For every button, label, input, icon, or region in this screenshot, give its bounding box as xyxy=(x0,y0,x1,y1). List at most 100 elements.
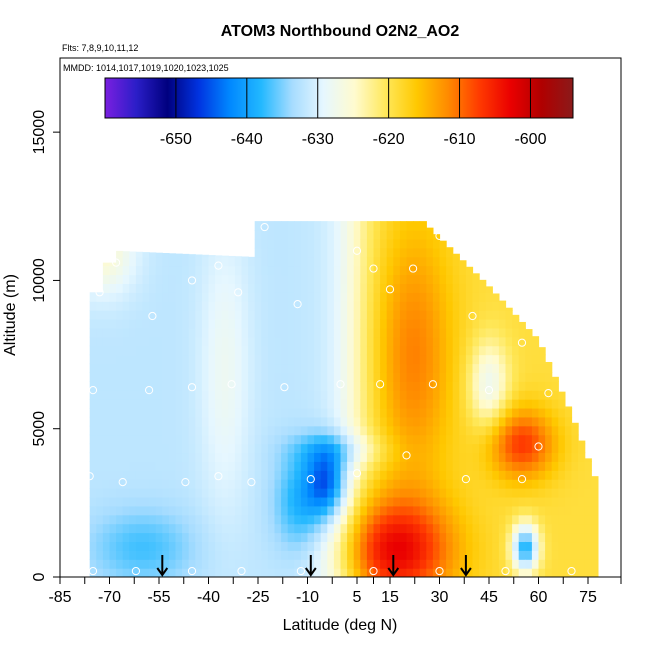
heatmap-cell xyxy=(287,390,295,400)
heatmap-cell xyxy=(446,496,454,507)
heatmap-cell xyxy=(188,399,196,409)
heatmap-cell xyxy=(162,514,170,525)
heatmap-cell xyxy=(254,452,262,462)
heatmap-cell xyxy=(465,283,474,293)
heatmap-cell xyxy=(188,488,196,498)
heatmap-cell xyxy=(538,354,546,365)
heatmap-cell xyxy=(465,327,474,338)
heatmap-cell xyxy=(294,399,302,409)
heatmap-cell xyxy=(254,363,262,373)
heatmap-cell xyxy=(366,541,375,551)
heatmap-cell xyxy=(584,559,592,569)
heatmap-cell xyxy=(102,363,111,373)
heatmap-cell xyxy=(221,488,229,498)
heatmap-cell xyxy=(195,514,203,525)
heatmap-cell xyxy=(327,496,335,507)
heatmap-cell xyxy=(545,416,553,427)
heatmap-cell xyxy=(452,550,460,560)
heatmap-cell xyxy=(155,523,163,534)
heatmap-cell xyxy=(116,532,124,543)
heatmap-cell xyxy=(465,301,474,311)
heatmap-cell xyxy=(89,327,97,338)
heatmap-cell xyxy=(129,496,137,507)
heatmap-cell xyxy=(102,479,111,489)
heatmap-cell xyxy=(406,470,414,480)
heatmap-cell xyxy=(353,470,361,480)
heatmap-cell xyxy=(122,283,130,293)
heatmap-cell xyxy=(241,283,249,293)
heatmap-cell xyxy=(281,559,289,569)
heatmap-cell xyxy=(175,541,183,551)
heatmap-cell xyxy=(274,230,282,240)
heatmap-cell xyxy=(459,532,467,543)
heatmap-cell xyxy=(452,425,460,436)
heatmap-cell xyxy=(234,523,243,534)
heatmap-cell xyxy=(267,488,276,498)
heatmap-cell xyxy=(122,381,130,391)
heatmap-cell xyxy=(149,496,157,507)
heatmap-cell xyxy=(155,479,163,489)
heatmap-cell xyxy=(525,461,533,471)
heatmap-cell xyxy=(492,559,500,569)
heatmap-cell xyxy=(340,238,348,249)
heatmap-cell xyxy=(248,407,256,418)
heatmap-cell xyxy=(287,363,295,373)
heatmap-cell xyxy=(221,452,229,462)
heatmap-cell xyxy=(221,425,229,436)
heatmap-cell xyxy=(545,488,553,498)
heatmap-cell xyxy=(366,283,375,293)
heatmap-cell xyxy=(380,354,388,365)
heatmap-cell xyxy=(248,381,256,391)
heatmap-cell xyxy=(122,434,130,445)
heatmap-cell xyxy=(109,301,117,311)
heatmap-cell xyxy=(182,372,190,382)
heatmap-cell xyxy=(584,461,592,471)
heatmap-cell xyxy=(472,416,480,427)
heatmap-cell xyxy=(347,568,355,577)
heatmap-cell xyxy=(498,407,507,418)
heatmap-cell xyxy=(419,407,427,418)
heatmap-cell xyxy=(320,345,328,356)
heatmap-cell xyxy=(221,292,229,302)
heatmap-cell xyxy=(432,407,441,418)
heatmap-cell xyxy=(149,407,157,418)
heatmap-cell xyxy=(89,292,97,302)
heatmap-cell xyxy=(512,372,520,382)
heatmap-cell xyxy=(386,399,394,409)
flight-arrow xyxy=(156,555,169,577)
heatmap-cell xyxy=(149,470,157,480)
heatmap-cell xyxy=(129,434,137,445)
heatmap-cell xyxy=(465,523,474,534)
heatmap-cell xyxy=(347,532,355,543)
heatmap-cell xyxy=(333,550,342,560)
heatmap-cell xyxy=(419,479,427,489)
heatmap-cell xyxy=(472,327,480,338)
heatmap-cell xyxy=(135,505,144,516)
heatmap-cell xyxy=(182,336,190,347)
heatmap-cell xyxy=(122,407,130,418)
heatmap-cell xyxy=(446,292,454,302)
heatmap-cell xyxy=(300,523,309,534)
heatmap-cell xyxy=(241,407,249,418)
heatmap-cell xyxy=(182,354,190,365)
heatmap-cell xyxy=(281,265,289,276)
heatmap-cell xyxy=(485,568,493,577)
heatmap-cell xyxy=(545,443,553,454)
heatmap-cell xyxy=(591,476,599,480)
observation-point xyxy=(88,386,98,395)
heatmap-cell xyxy=(274,452,282,462)
heatmap-cell xyxy=(558,407,566,418)
heatmap-cell xyxy=(208,310,216,320)
heatmap-cell xyxy=(208,345,216,356)
heatmap-cell xyxy=(347,496,355,507)
heatmap-cell xyxy=(274,470,282,480)
heatmap-cell xyxy=(492,488,500,498)
heatmap-cell xyxy=(518,470,526,480)
heatmap-cell xyxy=(300,505,309,516)
heatmap-cell xyxy=(399,407,408,418)
heatmap-cell xyxy=(413,327,421,338)
heatmap-cell xyxy=(168,452,177,462)
heatmap-cell xyxy=(333,354,342,365)
heatmap-cell xyxy=(102,301,111,311)
